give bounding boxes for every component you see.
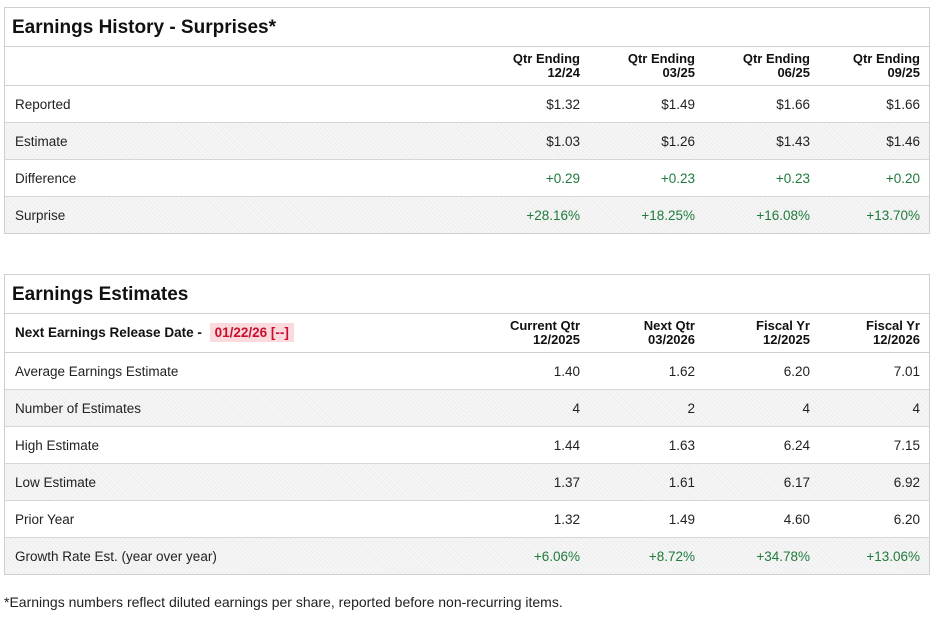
table-row-growth-rate: Growth Rate Est. (year over year) +6.06%… xyxy=(5,537,929,574)
earnings-history-table: Qtr Ending 12/24 Qtr Ending 03/25 Qtr Endi… xyxy=(5,47,929,233)
cell-value: 6.17 xyxy=(695,463,810,501)
cell-value: 1.44 xyxy=(465,426,580,464)
table-row-estimate: Estimate $1.03 $1.26 $1.43 $1.46 xyxy=(5,122,929,160)
column-header: Fiscal Yr 12/2026 xyxy=(810,314,929,353)
cell-value: 4 xyxy=(695,389,810,427)
cell-value: $1.49 xyxy=(580,85,695,123)
cell-value: 4 xyxy=(465,389,580,427)
column-header: Current Qtr 12/2025 xyxy=(465,314,580,353)
cell-value: +0.23 xyxy=(695,159,810,197)
row-label: Difference xyxy=(5,159,465,197)
cell-value: $1.43 xyxy=(695,122,810,160)
cell-value: +0.29 xyxy=(465,159,580,197)
row-label: Average Earnings Estimate xyxy=(5,352,465,390)
cell-value: 6.20 xyxy=(695,352,810,390)
next-release-label: Next Earnings Release Date - xyxy=(15,325,202,340)
cell-value: 1.63 xyxy=(580,426,695,464)
header-row: Qtr Ending 12/24 Qtr Ending 03/25 Qtr Endi… xyxy=(5,47,929,86)
column-header: Qtr Ending 06/25 xyxy=(695,47,810,86)
cell-value: $1.66 xyxy=(695,85,810,123)
row-label: Estimate xyxy=(5,122,465,160)
row-label: Number of Estimates xyxy=(5,389,465,427)
cell-value: 7.15 xyxy=(810,426,929,464)
cell-value: 1.62 xyxy=(580,352,695,390)
header-label-cell xyxy=(5,47,465,86)
table-row-prior-year: Prior Year 1.32 1.49 4.60 6.20 xyxy=(5,500,929,538)
table-row-high-estimate: High Estimate 1.44 1.63 6.24 7.15 xyxy=(5,426,929,464)
cell-value: $1.66 xyxy=(810,85,929,123)
earnings-estimates-title: Earnings Estimates xyxy=(5,275,929,314)
header-row: Next Earnings Release Date - 01/22/26 [-… xyxy=(5,314,929,353)
column-header: Fiscal Yr 12/2025 xyxy=(695,314,810,353)
table-row-reported: Reported $1.32 $1.49 $1.66 $1.66 xyxy=(5,85,929,123)
cell-value: +34.78% xyxy=(695,537,810,574)
cell-value: 6.20 xyxy=(810,500,929,538)
row-label: Prior Year xyxy=(5,500,465,538)
table-row-low-estimate: Low Estimate 1.37 1.61 6.17 6.92 xyxy=(5,463,929,501)
cell-value: 2 xyxy=(580,389,695,427)
cell-value: 6.24 xyxy=(695,426,810,464)
cell-value: 1.32 xyxy=(465,500,580,538)
row-label: Reported xyxy=(5,85,465,123)
table-row-difference: Difference +0.29 +0.23 +0.23 +0.20 xyxy=(5,159,929,197)
cell-value: $1.46 xyxy=(810,122,929,160)
cell-value: 4.60 xyxy=(695,500,810,538)
cell-value: 7.01 xyxy=(810,352,929,390)
cell-value: 4 xyxy=(810,389,929,427)
cell-value: $1.03 xyxy=(465,122,580,160)
table-row-number-of-estimates: Number of Estimates 4 2 4 4 xyxy=(5,389,929,427)
cell-value: +18.25% xyxy=(580,196,695,233)
cell-value: +8.72% xyxy=(580,537,695,574)
table-row-surprise: Surprise +28.16% +18.25% +16.08% +13.70% xyxy=(5,196,929,233)
cell-value: $1.26 xyxy=(580,122,695,160)
cell-value: $1.32 xyxy=(465,85,580,123)
cell-value: +0.20 xyxy=(810,159,929,197)
table-row-average-estimate: Average Earnings Estimate 1.40 1.62 6.20… xyxy=(5,352,929,390)
column-header: Qtr Ending 09/25 xyxy=(810,47,929,86)
earnings-history-title: Earnings History - Surprises* xyxy=(5,8,929,47)
row-label: Growth Rate Est. (year over year) xyxy=(5,537,465,574)
column-header: Qtr Ending 03/25 xyxy=(580,47,695,86)
cell-value: 1.61 xyxy=(580,463,695,501)
cell-value: 1.37 xyxy=(465,463,580,501)
row-label: High Estimate xyxy=(5,426,465,464)
next-release-date[interactable]: 01/22/26 [--] xyxy=(209,323,294,342)
cell-value: +0.23 xyxy=(580,159,695,197)
footnote: *Earnings numbers reflect diluted earnin… xyxy=(4,594,563,610)
earnings-history-panel: Earnings History - Surprises* Qtr Ending… xyxy=(4,7,930,234)
cell-value: 6.92 xyxy=(810,463,929,501)
earnings-estimates-table: Next Earnings Release Date - 01/22/26 [-… xyxy=(5,314,929,574)
cell-value: +13.06% xyxy=(810,537,929,574)
next-release-header: Next Earnings Release Date - 01/22/26 [-… xyxy=(5,314,465,353)
cell-value: +6.06% xyxy=(465,537,580,574)
column-header: Next Qtr 03/2026 xyxy=(580,314,695,353)
row-label: Low Estimate xyxy=(5,463,465,501)
cell-value: +28.16% xyxy=(465,196,580,233)
cell-value: 1.49 xyxy=(580,500,695,538)
column-header: Qtr Ending 12/24 xyxy=(465,47,580,86)
cell-value: +13.70% xyxy=(810,196,929,233)
cell-value: 1.40 xyxy=(465,352,580,390)
cell-value: +16.08% xyxy=(695,196,810,233)
row-label: Surprise xyxy=(5,196,465,233)
earnings-estimates-panel: Earnings Estimates Next Earnings Release… xyxy=(4,274,930,575)
